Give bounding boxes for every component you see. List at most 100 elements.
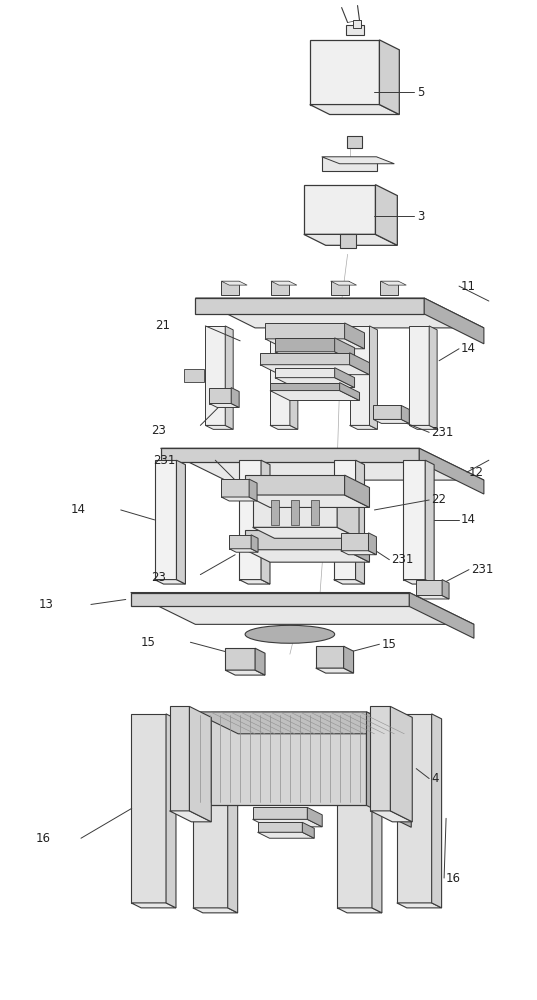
Polygon shape [316, 668, 353, 673]
Polygon shape [209, 388, 231, 404]
Bar [353, 20, 360, 28]
Polygon shape [419, 448, 484, 494]
Polygon shape [345, 475, 369, 507]
Bar [339, 234, 355, 248]
Polygon shape [304, 185, 375, 234]
Polygon shape [225, 670, 265, 675]
Polygon shape [371, 706, 390, 811]
Polygon shape [270, 391, 360, 401]
Polygon shape [155, 580, 185, 584]
Polygon shape [425, 460, 434, 584]
Polygon shape [350, 353, 369, 375]
Polygon shape [170, 811, 211, 822]
Polygon shape [275, 338, 335, 352]
Polygon shape [155, 460, 177, 580]
Polygon shape [409, 326, 429, 425]
Text: 15: 15 [381, 638, 396, 651]
Text: 12: 12 [469, 466, 484, 479]
Text: 16: 16 [36, 832, 51, 845]
Polygon shape [221, 281, 247, 285]
Polygon shape [195, 298, 484, 328]
Polygon shape [366, 712, 411, 827]
Polygon shape [225, 326, 233, 429]
Polygon shape [369, 326, 378, 429]
Polygon shape [380, 281, 407, 285]
Polygon shape [322, 157, 394, 164]
Polygon shape [373, 419, 409, 423]
Polygon shape [368, 533, 376, 555]
Polygon shape [252, 527, 359, 538]
Polygon shape [130, 593, 474, 624]
Polygon shape [375, 185, 397, 245]
Text: 21: 21 [156, 319, 171, 332]
Polygon shape [258, 822, 302, 832]
Text: 23: 23 [151, 424, 165, 437]
Bar [380, 281, 398, 295]
Text: 231: 231 [431, 426, 454, 439]
Polygon shape [409, 425, 437, 429]
Polygon shape [161, 448, 419, 462]
Polygon shape [350, 425, 378, 429]
Polygon shape [270, 326, 290, 425]
Polygon shape [249, 479, 257, 501]
Polygon shape [245, 550, 369, 562]
Polygon shape [337, 493, 359, 538]
Polygon shape [275, 368, 335, 378]
Polygon shape [401, 405, 409, 423]
Polygon shape [432, 714, 441, 908]
Polygon shape [442, 580, 449, 599]
Bar [311, 500, 319, 525]
Polygon shape [331, 281, 357, 285]
Polygon shape [403, 580, 434, 584]
Polygon shape [290, 326, 298, 429]
Text: 231: 231 [391, 553, 413, 566]
Polygon shape [190, 706, 211, 822]
Polygon shape [221, 497, 257, 501]
Text: 13: 13 [38, 598, 53, 611]
Text: 15: 15 [141, 636, 156, 649]
Text: 14: 14 [71, 503, 86, 516]
Polygon shape [335, 338, 354, 362]
Polygon shape [372, 729, 382, 913]
Polygon shape [355, 460, 365, 584]
Polygon shape [340, 533, 368, 551]
Polygon shape [245, 495, 369, 507]
Polygon shape [380, 40, 400, 115]
Polygon shape [131, 903, 176, 908]
Polygon shape [245, 530, 345, 550]
Polygon shape [193, 908, 238, 913]
Polygon shape [270, 425, 298, 429]
Bar [347, 136, 362, 148]
Polygon shape [193, 712, 366, 805]
Polygon shape [239, 580, 270, 584]
Polygon shape [229, 535, 251, 549]
Polygon shape [429, 326, 437, 429]
Polygon shape [424, 298, 484, 344]
Polygon shape [252, 807, 307, 819]
Text: 23: 23 [151, 571, 165, 584]
Text: 16: 16 [446, 872, 461, 885]
Bar [271, 281, 289, 295]
Polygon shape [261, 460, 270, 584]
Bar [331, 281, 349, 295]
Polygon shape [339, 383, 360, 401]
Polygon shape [265, 323, 345, 339]
Text: 231: 231 [153, 454, 176, 467]
Polygon shape [390, 706, 412, 822]
Text: 231: 231 [471, 563, 494, 576]
Polygon shape [170, 706, 190, 811]
Polygon shape [310, 40, 380, 105]
Polygon shape [335, 368, 354, 388]
Polygon shape [304, 234, 397, 245]
Polygon shape [228, 729, 238, 913]
Polygon shape [302, 822, 314, 838]
Polygon shape [252, 819, 322, 827]
Polygon shape [225, 648, 255, 670]
Polygon shape [350, 326, 369, 425]
Text: 22: 22 [431, 493, 446, 506]
Polygon shape [221, 479, 249, 497]
Polygon shape [409, 593, 474, 638]
Bar [184, 369, 205, 382]
Polygon shape [177, 460, 185, 584]
Polygon shape [416, 596, 449, 599]
